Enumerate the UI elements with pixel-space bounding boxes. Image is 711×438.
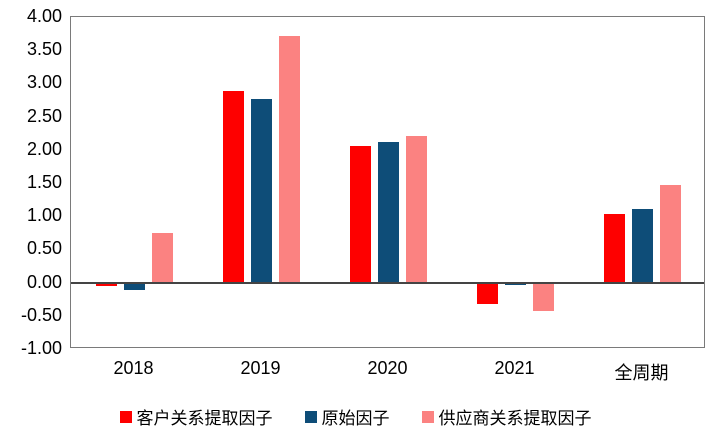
bar-全周期-series2 xyxy=(632,208,653,283)
bar-2018-series2 xyxy=(124,282,145,290)
y-tick-label: 2.00 xyxy=(26,138,62,159)
y-tick-label: -1.00 xyxy=(20,338,62,358)
y-tick-label: 1.50 xyxy=(26,172,62,192)
y-tick-label: 0.50 xyxy=(26,238,62,259)
legend: 客户关系提取因子 原始因子 供应商关系提取因子 xyxy=(0,404,711,429)
bar-2020-series3 xyxy=(406,135,427,283)
legend-item-series1: 客户关系提取因子 xyxy=(119,404,273,429)
bar-2020-series1 xyxy=(350,146,371,283)
x-tick-label: 2021 xyxy=(494,358,535,378)
bar-全周期-series3 xyxy=(660,184,681,283)
legend-label: 原始因子 xyxy=(321,409,390,428)
bar-2019-series1 xyxy=(223,90,244,283)
legend-label: 客户关系提取因子 xyxy=(136,409,273,428)
y-tick-label: 3.00 xyxy=(26,72,62,93)
x-tick-label: 2018 xyxy=(113,358,154,378)
x-tick-label: 2019 xyxy=(240,358,281,378)
bar-全周期-series1 xyxy=(604,213,625,283)
legend-item-series3: 供应商关系提取因子 xyxy=(421,404,592,429)
bar-2019-series2 xyxy=(251,98,272,283)
legend-swatch-icon xyxy=(119,410,132,423)
y-tick-label: 1.00 xyxy=(26,205,62,226)
legend-item-series2: 原始因子 xyxy=(304,404,390,429)
bar-2019-series3 xyxy=(279,35,300,283)
bar-2018-series3 xyxy=(152,232,173,283)
x-tick-label: 全周期 xyxy=(614,363,669,383)
y-tick-label: 4.00 xyxy=(26,6,62,26)
bar-2021-series3 xyxy=(533,282,554,312)
y-tick-label: 0.00 xyxy=(26,271,62,292)
y-axis: 4.00 3.50 3.00 2.50 2.00 1.50 1.00 0.50 0.00 -0.5… xyxy=(0,0,62,360)
legend-swatch-icon xyxy=(421,410,434,423)
bar-2021-series1 xyxy=(477,282,498,304)
legend-label: 供应商关系提取因子 xyxy=(438,409,592,428)
y-tick-label: -0.50 xyxy=(20,304,62,325)
zero-axis-line xyxy=(71,281,704,284)
bar-2018-series1 xyxy=(96,282,117,286)
x-tick-label: 2020 xyxy=(367,358,408,378)
bar-2021-series2 xyxy=(505,282,526,286)
y-tick-label: 3.50 xyxy=(26,39,62,60)
bar-2020-series2 xyxy=(378,142,399,283)
legend-swatch-icon xyxy=(304,410,317,423)
plot-area xyxy=(70,16,705,348)
y-tick-label: 2.50 xyxy=(26,105,62,126)
